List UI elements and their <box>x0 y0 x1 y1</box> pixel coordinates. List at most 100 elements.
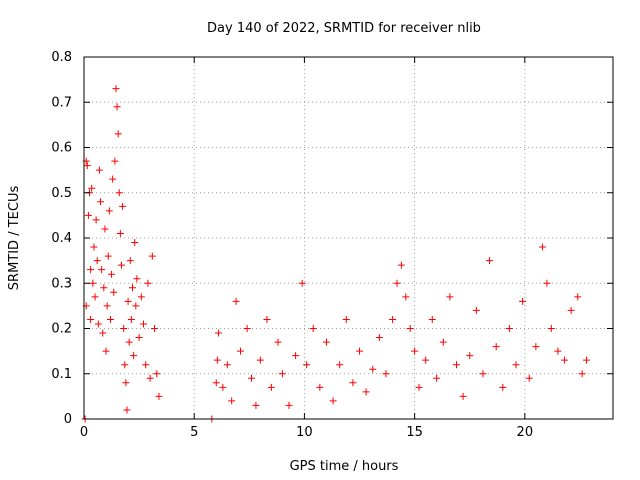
data-point <box>292 352 300 360</box>
data-point <box>113 103 121 111</box>
data-point <box>228 397 236 405</box>
data-point <box>116 229 124 237</box>
data-point <box>583 356 591 364</box>
data-point <box>140 320 148 328</box>
data-point <box>303 361 311 369</box>
data-point <box>112 85 120 93</box>
data-point <box>121 361 129 369</box>
x-tick-label: 10 <box>296 425 313 440</box>
x-tick-label: 0 <box>80 425 88 440</box>
data-point <box>101 225 109 233</box>
data-point <box>538 243 546 251</box>
data-point <box>428 315 436 323</box>
data-point <box>108 270 116 278</box>
data-point <box>402 293 410 301</box>
data-point <box>243 325 251 332</box>
data-point <box>98 266 106 274</box>
data-point <box>232 297 240 305</box>
data-point <box>117 261 125 269</box>
data-point <box>433 374 441 382</box>
data-point <box>389 315 397 323</box>
data-point <box>422 356 430 364</box>
data-point <box>155 392 163 400</box>
data-point <box>122 379 130 387</box>
y-tick-label: 0.6 <box>51 141 72 156</box>
data-point <box>322 338 330 346</box>
data-point <box>397 261 405 269</box>
data-point <box>256 356 264 364</box>
data-point <box>106 315 114 323</box>
data-point <box>486 257 494 265</box>
x-tick-label: 5 <box>190 425 198 440</box>
data-point <box>561 356 569 364</box>
data-point <box>109 175 117 183</box>
data-point <box>137 293 145 301</box>
data-point <box>213 356 221 364</box>
data-point <box>479 370 487 378</box>
data-point <box>111 157 119 165</box>
y-tick-label: 0.1 <box>51 367 72 382</box>
data-point <box>512 361 520 369</box>
data-point <box>114 130 122 138</box>
data-point <box>236 347 244 355</box>
data-point <box>124 297 132 305</box>
data-point <box>104 252 112 260</box>
data-point <box>567 306 575 314</box>
data-point <box>219 383 227 391</box>
data-point <box>115 189 123 197</box>
data-point <box>369 365 377 373</box>
data-points <box>81 85 591 423</box>
data-point <box>89 279 97 287</box>
data-point <box>97 198 105 206</box>
data-point <box>519 297 527 305</box>
data-point <box>309 325 317 332</box>
data-point <box>411 347 419 355</box>
data-point <box>142 361 150 369</box>
data-point <box>459 392 467 400</box>
data-point <box>382 370 390 378</box>
data-point <box>349 379 357 387</box>
data-point <box>87 315 95 323</box>
data-point <box>133 275 141 283</box>
data-point <box>103 302 111 310</box>
data-point <box>453 361 461 369</box>
x-tick-label: 15 <box>406 425 423 440</box>
data-point <box>393 279 401 287</box>
data-point <box>146 374 154 382</box>
data-point <box>578 370 586 378</box>
data-point <box>446 293 454 301</box>
data-point <box>119 202 127 210</box>
axis-ticks: 0 5 10 15 20 0 0.1 0.2 0.3 0.4 0.5 0.6 0.7 0.8 <box>51 50 613 440</box>
data-point <box>125 338 133 346</box>
data-point <box>375 334 383 342</box>
data-point <box>214 329 222 337</box>
y-tick-label: 0.7 <box>51 95 72 110</box>
data-point <box>99 329 107 337</box>
data-point <box>126 257 134 265</box>
data-point <box>151 325 159 332</box>
data-point <box>298 279 306 287</box>
data-point <box>362 388 370 396</box>
y-tick-label: 0.3 <box>51 276 72 291</box>
data-point <box>439 338 447 346</box>
data-point <box>525 374 533 382</box>
data-point <box>100 284 108 292</box>
data-point <box>102 347 110 355</box>
data-point <box>248 374 256 382</box>
data-point <box>92 216 100 224</box>
data-point <box>342 315 350 323</box>
data-point <box>95 166 103 174</box>
data-point <box>223 361 231 369</box>
data-point <box>110 288 118 296</box>
data-point <box>132 302 140 310</box>
data-point <box>153 370 161 378</box>
x-tick-label: 20 <box>517 425 534 440</box>
data-point <box>88 184 96 192</box>
data-point <box>128 284 136 292</box>
data-point <box>123 406 131 414</box>
data-point <box>130 352 138 360</box>
data-point <box>547 325 555 332</box>
data-point <box>91 293 99 301</box>
data-point <box>90 243 98 251</box>
